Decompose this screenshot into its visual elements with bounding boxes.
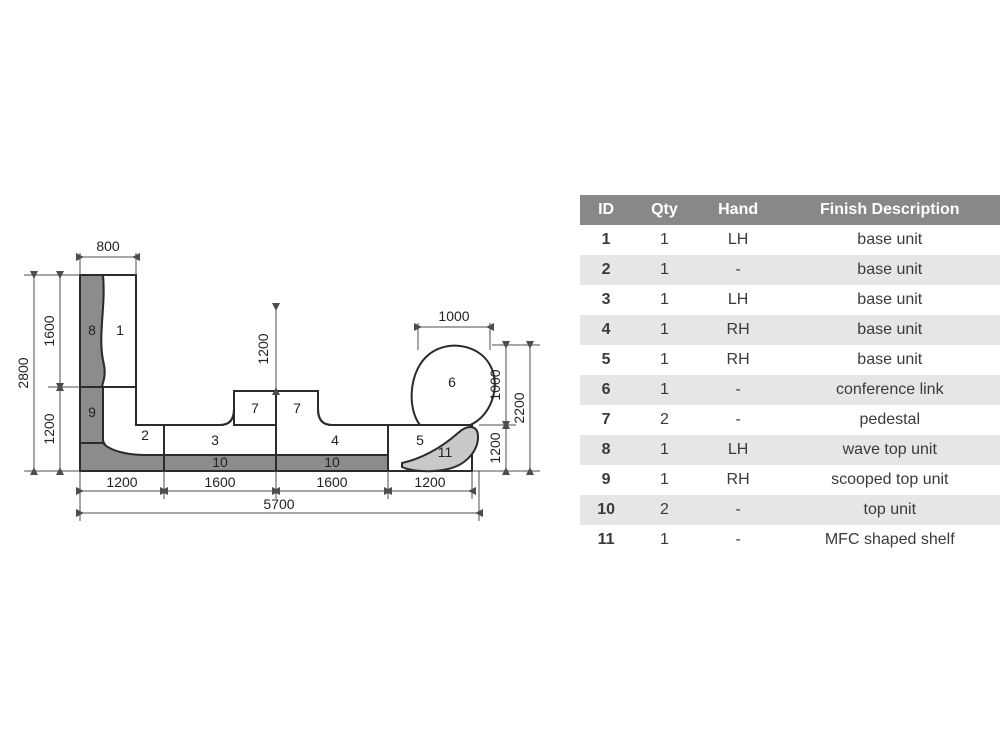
dim-800: 800 bbox=[96, 238, 120, 254]
dim-1000-right: 1000 bbox=[487, 369, 503, 400]
technical-diagram: 1 2 3 4 5 6 7 7 8 9 10 10 11 800 1200 bbox=[0, 195, 560, 555]
dim-1200-right: 1200 bbox=[487, 432, 503, 463]
cell-hand: RH bbox=[697, 315, 780, 345]
furniture-plan-svg: 1 2 3 4 5 6 7 7 8 9 10 10 11 800 1200 bbox=[0, 195, 560, 555]
cell-hand: LH bbox=[697, 285, 780, 315]
col-qty: Qty bbox=[632, 195, 696, 225]
label-4: 4 bbox=[331, 432, 339, 448]
cell-hand: - bbox=[697, 405, 780, 435]
dim-1600-b3: 1600 bbox=[316, 474, 347, 490]
cell-hand: LH bbox=[697, 435, 780, 465]
table-row: 72-pedestal bbox=[580, 405, 1000, 435]
label-5: 5 bbox=[416, 432, 424, 448]
cell-desc: base unit bbox=[780, 345, 1000, 375]
cell-hand: RH bbox=[697, 465, 780, 495]
cell-hand: LH bbox=[697, 225, 780, 255]
cell-id: 1 bbox=[580, 225, 632, 255]
cell-desc: MFC shaped shelf bbox=[780, 525, 1000, 555]
bom-table: ID Qty Hand Finish Description 11LHbase … bbox=[580, 195, 1000, 555]
table-row: 21-base unit bbox=[580, 255, 1000, 285]
cell-qty: 2 bbox=[632, 405, 696, 435]
cell-hand: - bbox=[697, 255, 780, 285]
cell-qty: 1 bbox=[632, 285, 696, 315]
cell-desc: base unit bbox=[780, 315, 1000, 345]
label-10a: 10 bbox=[212, 454, 228, 470]
cell-desc: base unit bbox=[780, 255, 1000, 285]
cell-hand: - bbox=[697, 495, 780, 525]
cell-desc: scooped top unit bbox=[780, 465, 1000, 495]
dim-5700: 5700 bbox=[263, 496, 294, 512]
label-9: 9 bbox=[88, 404, 96, 420]
cell-id: 5 bbox=[580, 345, 632, 375]
cell-id: 11 bbox=[580, 525, 632, 555]
dim-2200: 2200 bbox=[511, 392, 527, 423]
cell-id: 7 bbox=[580, 405, 632, 435]
col-desc: Finish Description bbox=[780, 195, 1000, 225]
cell-desc: conference link bbox=[780, 375, 1000, 405]
dim-1200-b1: 1200 bbox=[106, 474, 137, 490]
table-row: 91RHscooped top unit bbox=[580, 465, 1000, 495]
bom-table-header: ID Qty Hand Finish Description bbox=[580, 195, 1000, 225]
cell-qty: 1 bbox=[632, 255, 696, 285]
table-row: 61-conference link bbox=[580, 375, 1000, 405]
cell-id: 8 bbox=[580, 435, 632, 465]
cell-id: 3 bbox=[580, 285, 632, 315]
col-id: ID bbox=[580, 195, 632, 225]
bom-table-body: 11LHbase unit 21-base unit 31LHbase unit… bbox=[580, 225, 1000, 555]
cell-id: 10 bbox=[580, 495, 632, 525]
dim-2800: 2800 bbox=[15, 357, 31, 388]
table-row: 81LHwave top unit bbox=[580, 435, 1000, 465]
cell-desc: wave top unit bbox=[780, 435, 1000, 465]
cell-qty: 1 bbox=[632, 315, 696, 345]
table-row: 41RHbase unit bbox=[580, 315, 1000, 345]
table-row: 11LHbase unit bbox=[580, 225, 1000, 255]
col-hand: Hand bbox=[697, 195, 780, 225]
dim-1200-left: 1200 bbox=[41, 413, 57, 444]
cell-desc: base unit bbox=[780, 285, 1000, 315]
label-1: 1 bbox=[116, 322, 124, 338]
label-10b: 10 bbox=[324, 454, 340, 470]
label-11: 11 bbox=[438, 444, 453, 460]
cell-qty: 1 bbox=[632, 525, 696, 555]
cell-id: 6 bbox=[580, 375, 632, 405]
table-row: 102-top unit bbox=[580, 495, 1000, 525]
cell-desc: base unit bbox=[780, 225, 1000, 255]
label-6: 6 bbox=[448, 374, 456, 390]
label-8: 8 bbox=[88, 322, 96, 338]
label-3: 3 bbox=[211, 432, 219, 448]
cell-id: 2 bbox=[580, 255, 632, 285]
part-2-base-unit bbox=[103, 387, 164, 455]
label-2: 2 bbox=[141, 427, 149, 443]
label-7b: 7 bbox=[293, 400, 301, 416]
cell-id: 9 bbox=[580, 465, 632, 495]
cell-hand: - bbox=[697, 525, 780, 555]
dim-1600-b2: 1600 bbox=[204, 474, 235, 490]
cell-id: 4 bbox=[580, 315, 632, 345]
cell-desc: pedestal bbox=[780, 405, 1000, 435]
label-7a: 7 bbox=[251, 400, 259, 416]
cell-qty: 1 bbox=[632, 435, 696, 465]
cell-qty: 1 bbox=[632, 375, 696, 405]
dim-1600-left: 1600 bbox=[41, 315, 57, 346]
cell-qty: 1 bbox=[632, 345, 696, 375]
dim-1200-notch: 1200 bbox=[255, 333, 271, 364]
cell-qty: 1 bbox=[632, 225, 696, 255]
cell-hand: RH bbox=[697, 345, 780, 375]
dim-1200-b4: 1200 bbox=[414, 474, 445, 490]
dim-1000: 1000 bbox=[438, 308, 469, 324]
cell-qty: 2 bbox=[632, 495, 696, 525]
cell-hand: - bbox=[697, 375, 780, 405]
cell-qty: 1 bbox=[632, 465, 696, 495]
table-row: 51RHbase unit bbox=[580, 345, 1000, 375]
table-row: 111-MFC shaped shelf bbox=[580, 525, 1000, 555]
cell-desc: top unit bbox=[780, 495, 1000, 525]
table-row: 31LHbase unit bbox=[580, 285, 1000, 315]
